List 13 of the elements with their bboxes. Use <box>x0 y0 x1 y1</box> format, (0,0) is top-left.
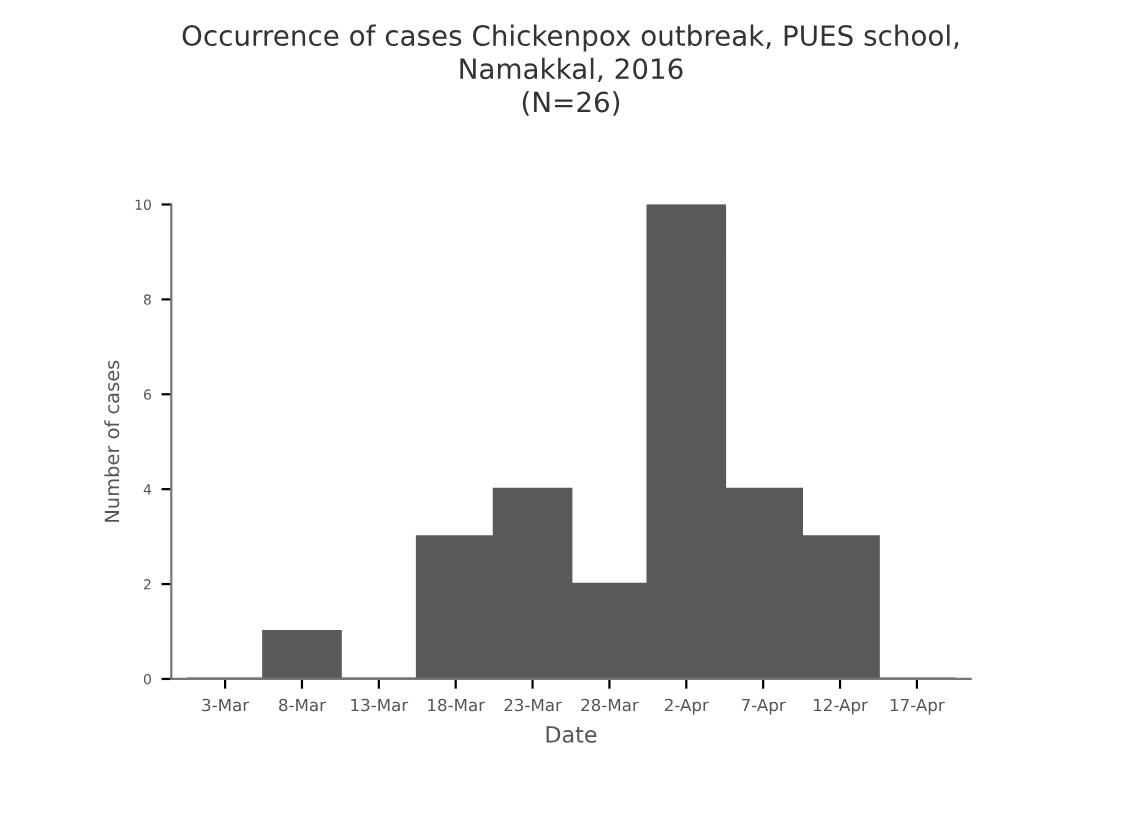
x-axis-title: Date <box>546 726 597 743</box>
y-axis-title: Number of cases <box>104 360 120 522</box>
x-tick-label: 13-Mar <box>351 698 409 712</box>
x-tick-label: 23-Mar <box>504 698 562 712</box>
x-tick-label: 2-Apr <box>664 698 709 715</box>
x-tick-label: 8-Mar <box>279 698 326 712</box>
x-tick-label: 7-Apr <box>741 698 786 715</box>
x-tick-label: 18-Mar <box>428 698 486 712</box>
x-tick-label: 12-Apr <box>814 698 868 715</box>
chart-title: Occurrence of cases Chickenpox outbreak, PUES school, Namakkal, 2016 (N=26) <box>182 24 959 116</box>
x-tick-label: 3-Mar <box>202 698 250 712</box>
x-tick-label: 17-Apr <box>890 698 945 715</box>
x-tick-label: 28-Mar <box>581 698 639 712</box>
